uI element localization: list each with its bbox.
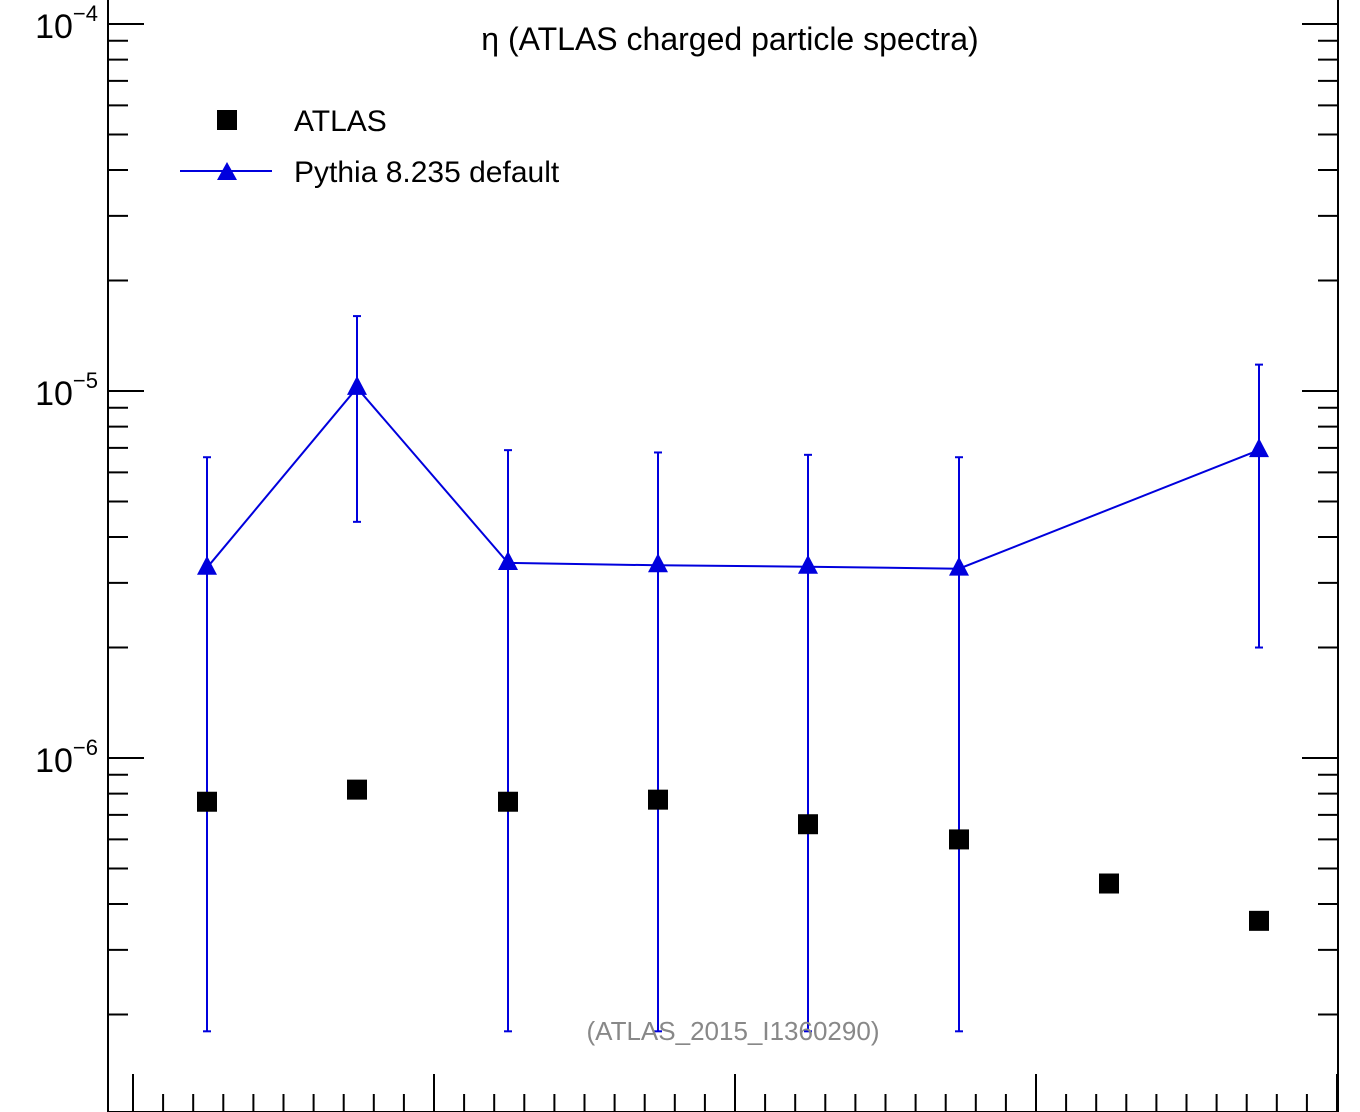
atlas-point	[1099, 873, 1119, 894]
pythia-point	[1249, 438, 1269, 458]
atlas-point	[949, 829, 969, 850]
legend-marker-atlas	[217, 110, 237, 130]
atlas-point	[798, 814, 818, 835]
pythia-point	[798, 554, 818, 574]
pythia-point	[648, 553, 668, 573]
atlas-point	[648, 789, 668, 810]
pythia-point	[949, 556, 969, 576]
pythia-point	[347, 375, 367, 395]
atlas-point	[1249, 910, 1269, 931]
legend-label-atlas: ATLAS	[294, 105, 387, 138]
pythia-point	[197, 555, 217, 575]
atlas-point	[347, 779, 367, 800]
legend: ATLAS Pythia 8.235 default	[180, 105, 560, 189]
y-tick-label: 10−4	[35, 1, 98, 46]
pythia-line	[206, 386, 1260, 570]
axis-ticks	[108, 23, 1338, 1112]
series-pythia	[197, 315, 1269, 1033]
analysis-watermark: (ATLAS_2015_I1360290)	[587, 1016, 880, 1046]
y-tick-label: 10−6	[35, 735, 98, 780]
atlas-point	[498, 791, 518, 812]
y-tick-labels: 10−4 10−5 10−6	[35, 1, 98, 780]
plot-frame	[107, 0, 1339, 1112]
y-tick-label: 10−5	[35, 368, 98, 413]
chart-title: η (ATLAS charged particle spectra)	[481, 21, 978, 57]
series-atlas	[197, 779, 1269, 931]
pythia-point	[498, 550, 518, 570]
legend-marker-pythia	[217, 162, 237, 180]
atlas-point	[197, 791, 217, 812]
legend-label-pythia: Pythia 8.235 default	[294, 156, 560, 189]
